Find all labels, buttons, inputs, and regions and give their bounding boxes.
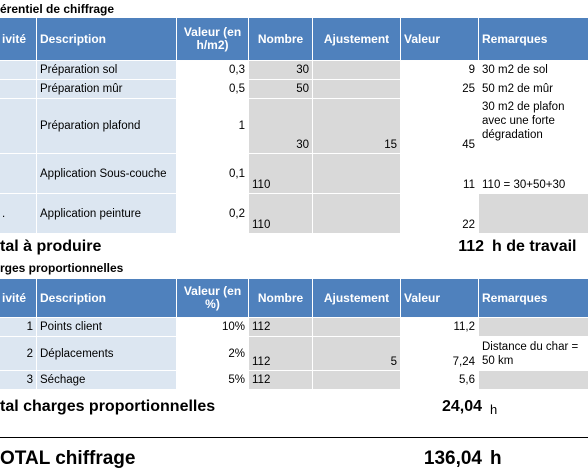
cell-valeur: 25 [400, 79, 479, 99]
cell-valeur-unit: 5% [176, 370, 249, 390]
col-header-valeur-unit: Valeur (en %) [176, 278, 249, 318]
cell-ajustement [312, 317, 401, 337]
cell-ajustement: 5 [312, 336, 401, 371]
col-header-description: Description [36, 278, 177, 318]
table-row: Application Sous-couche 0,1 110 11 110 =… [0, 153, 588, 194]
cell-nombre: 110 [248, 193, 313, 234]
cell-activite [0, 153, 37, 194]
cell-ajustement [312, 153, 401, 194]
cell-description: Préparation sol [36, 60, 177, 80]
section1-total-value: 112 [458, 238, 484, 255]
cell-valeur-unit: 2% [176, 336, 249, 371]
total-divider [0, 437, 588, 438]
cell-remarques [478, 193, 588, 234]
cell-activite: 3 [0, 370, 37, 390]
cell-nombre: 50 [248, 79, 313, 99]
cell-valeur: 45 [400, 98, 479, 154]
cell-ajustement [312, 79, 401, 99]
cell-description: Préparation plafond [36, 98, 177, 154]
table-header-row: ivité Description Valeur (en %) Nombre A… [0, 278, 588, 318]
cell-valeur-unit: 1 [176, 98, 249, 154]
cell-valeur: 9 [400, 60, 479, 80]
cell-description: Application Sous-couche [36, 153, 177, 194]
table-row: . Application peinture 0,2 110 22 [0, 193, 588, 234]
cell-ajustement [312, 370, 401, 390]
table-row: 3 Séchage 5% 112 5,6 [0, 370, 588, 390]
col-header-activite: ivité [0, 278, 37, 318]
cell-remarques: 30 m2 de sol [478, 60, 588, 80]
cell-activite [0, 60, 37, 80]
col-header-description: Description [36, 17, 177, 61]
col-header-ajustement: Ajustement [312, 17, 401, 61]
cell-activite [0, 98, 37, 154]
table-row: 2 Déplacements 2% 112 5 7,24 Distance du… [0, 336, 588, 371]
cell-nombre: 112 [248, 370, 313, 390]
cell-valeur-unit: 0,2 [176, 193, 249, 234]
cell-remarques [478, 370, 588, 390]
cell-valeur: 7,24 [400, 336, 479, 371]
cell-nombre: 110 [248, 153, 313, 194]
col-header-remarques: Remarques [478, 278, 588, 318]
table-row: Préparation sol 0,3 30 9 30 m2 de sol [0, 60, 588, 80]
col-header-ajustement: Ajustement [312, 278, 401, 318]
cell-remarques: 110 = 30+50+30 [478, 153, 588, 194]
cell-remarques [478, 317, 588, 337]
cell-description: Points client [36, 317, 177, 337]
section1-total-unit: h de travail [492, 238, 577, 255]
col-header-valeur-unit: Valeur (en h/m2) [176, 17, 249, 61]
cell-description: Préparation mûr [36, 79, 177, 99]
cell-ajustement [312, 193, 401, 234]
cell-remarques: 30 m2 de plafon avec une forte dégradati… [478, 98, 588, 154]
grand-total-value: 136,04 [423, 448, 482, 469]
table-row: Préparation mûr 0,5 50 25 50 m2 de mûr [0, 79, 588, 99]
cell-nombre: 30 [248, 60, 313, 80]
cell-valeur: 5,6 [400, 370, 479, 390]
col-header-valeur: Valeur [400, 278, 479, 318]
section2-title: rges proportionnelles [0, 261, 124, 275]
cell-description: Déplacements [36, 336, 177, 371]
cell-valeur: 11 [400, 153, 479, 194]
col-header-valeur: Valeur [400, 17, 479, 61]
grand-total-label: OTAL chiffrage [0, 448, 136, 469]
cell-ajustement: 15 [312, 98, 401, 154]
table-row: Préparation plafond 1 30 15 45 30 m2 de … [0, 98, 588, 154]
cell-valeur: 11,2 [400, 317, 479, 337]
reference-table: ivité Description Valeur (en h/m2) Nombr… [0, 17, 588, 234]
section2-total-value: 24,04 [441, 398, 482, 415]
cell-nombre: 30 [248, 98, 313, 154]
grand-total-unit: h [490, 448, 502, 469]
cell-activite: . [0, 193, 37, 234]
section1-total-label: tal à produire [0, 238, 102, 255]
cell-activite: 2 [0, 336, 37, 371]
col-header-nombre: Nombre [248, 17, 313, 61]
cell-description: Séchage [36, 370, 177, 390]
section1-title: érentiel de chiffrage [0, 2, 115, 16]
section2-total-label: tal charges proportionnelles [0, 398, 216, 415]
cell-valeur: 22 [400, 193, 479, 234]
section2-total-unit: h [490, 402, 498, 417]
col-header-nombre: Nombre [248, 278, 313, 318]
cell-remarques: Distance du char = 50 km [478, 336, 588, 371]
col-header-activite: ivité [0, 17, 37, 61]
table-header-row: ivité Description Valeur (en h/m2) Nombr… [0, 17, 588, 61]
cell-nombre: 112 [248, 336, 313, 371]
cell-remarques: 50 m2 de mûr [478, 79, 588, 99]
proportional-charges-table: ivité Description Valeur (en %) Nombre A… [0, 278, 588, 390]
cell-ajustement [312, 60, 401, 80]
cell-activite [0, 79, 37, 99]
cell-nombre: 112 [248, 317, 313, 337]
col-header-remarques: Remarques [478, 17, 588, 61]
cell-valeur-unit: 0,1 [176, 153, 249, 194]
cell-activite: 1 [0, 317, 37, 337]
table-row: 1 Points client 10% 112 11,2 [0, 317, 588, 337]
cell-valeur-unit: 0,5 [176, 79, 249, 99]
cell-description: Application peinture [36, 193, 177, 234]
cell-valeur-unit: 0,3 [176, 60, 249, 80]
cell-valeur-unit: 10% [176, 317, 249, 337]
